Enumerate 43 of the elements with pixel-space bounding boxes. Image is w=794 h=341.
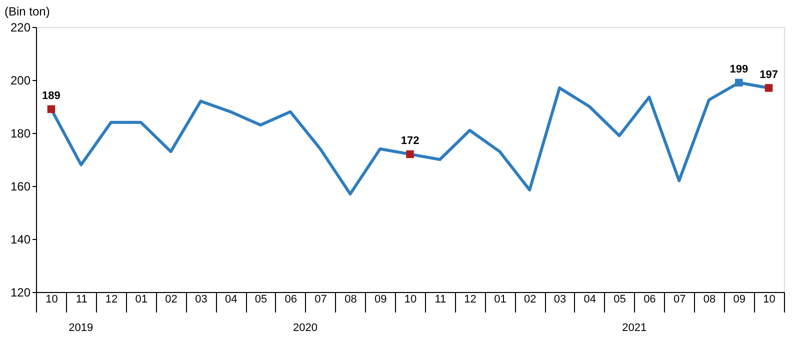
x-tick-label: 09: [374, 294, 387, 306]
x-tick-label: 04: [224, 294, 238, 306]
point: [764, 84, 773, 92]
x-tick-label: 05: [614, 294, 626, 306]
x-tick-label: 03: [195, 294, 208, 306]
x-tick-label: 03: [554, 294, 566, 306]
x-tick-label: 07: [673, 294, 686, 306]
x-tick-label: 11: [434, 294, 446, 306]
x-tick-label: 05: [254, 294, 268, 306]
data-label: 189: [42, 90, 60, 102]
x-tick-label: 02: [524, 294, 536, 306]
point: [47, 105, 56, 114]
x-tick-label: 12: [464, 294, 476, 306]
y-tick-label: 200: [10, 74, 31, 88]
y-tick-label: 220: [10, 20, 31, 34]
x-tick-label: 04: [584, 294, 596, 306]
x-tick-label: 07: [314, 294, 327, 306]
x-tick-label: 09: [733, 294, 746, 306]
point: [735, 78, 743, 87]
data-label: 199: [730, 64, 748, 76]
x-tick-label: 10: [763, 294, 776, 306]
point: [406, 150, 414, 158]
y-tick-label: 140: [10, 232, 31, 246]
data-label: 172: [400, 135, 420, 148]
x-tick-label: 08: [703, 294, 716, 306]
x-tick-label: 02: [165, 294, 178, 306]
data-label: 197: [760, 68, 778, 81]
text: 2021: [622, 322, 647, 334]
y-tick-label: 180: [10, 126, 31, 140]
x-tick-label: 01: [135, 294, 148, 306]
x-tick-label: 10: [404, 294, 417, 306]
x-tick-label: 01: [494, 294, 506, 306]
x-tick-label: 11: [76, 294, 88, 306]
x-tick-label: 06: [644, 294, 656, 306]
x-tick-label: 12: [105, 294, 118, 306]
y-axis-title: (Bin ton): [4, 4, 50, 18]
x-tick-label: 10: [46, 294, 58, 306]
text: 2019: [68, 322, 94, 334]
text: 2020: [293, 322, 318, 334]
x-tick-label: 08: [344, 294, 357, 306]
y-tick-label: 160: [10, 180, 31, 194]
x-tick-label: 06: [284, 294, 298, 306]
y-tick-label: 120: [10, 286, 31, 300]
